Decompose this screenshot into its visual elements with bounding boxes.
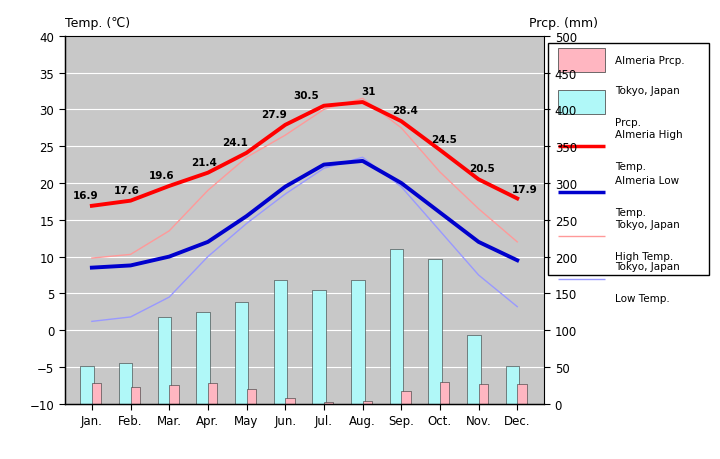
Bar xyxy=(324,403,333,404)
Bar xyxy=(119,363,132,404)
Bar xyxy=(351,280,364,404)
Bar xyxy=(247,389,256,404)
Bar xyxy=(169,386,179,404)
Text: 28.4: 28.4 xyxy=(392,106,418,116)
Bar xyxy=(363,401,372,404)
Bar xyxy=(558,49,605,73)
Text: 16.9: 16.9 xyxy=(73,190,99,201)
Text: Tokyo, Japan: Tokyo, Japan xyxy=(615,219,680,230)
Bar xyxy=(80,366,94,404)
Bar xyxy=(440,383,449,404)
Text: 31: 31 xyxy=(361,87,376,97)
Text: Almeria Prcp.: Almeria Prcp. xyxy=(615,56,685,66)
Text: Almeria Low: Almeria Low xyxy=(615,175,679,185)
Bar xyxy=(208,383,217,404)
Text: 17.9: 17.9 xyxy=(512,185,538,195)
Text: Tokyo, Japan: Tokyo, Japan xyxy=(615,85,680,95)
Bar xyxy=(390,250,403,404)
Text: 21.4: 21.4 xyxy=(191,157,217,168)
Bar xyxy=(235,302,248,404)
Bar xyxy=(285,398,294,404)
Bar xyxy=(312,291,326,404)
Bar xyxy=(130,387,140,404)
Text: 17.6: 17.6 xyxy=(114,185,140,196)
Text: Prcp.: Prcp. xyxy=(615,118,641,128)
Bar xyxy=(558,91,605,115)
Text: 19.6: 19.6 xyxy=(148,171,174,181)
Bar xyxy=(548,44,709,275)
Text: 30.5: 30.5 xyxy=(294,90,320,101)
Text: High Temp.: High Temp. xyxy=(615,252,673,262)
Text: Temp.: Temp. xyxy=(615,162,646,172)
Text: 20.5: 20.5 xyxy=(469,164,495,174)
Bar xyxy=(197,312,210,404)
Text: Temp.: Temp. xyxy=(615,207,646,218)
Text: Prcp. (mm): Prcp. (mm) xyxy=(529,17,598,30)
Text: 24.1: 24.1 xyxy=(222,138,248,148)
Text: Tokyo, Japan: Tokyo, Japan xyxy=(615,262,680,272)
Bar xyxy=(92,383,102,404)
Bar xyxy=(158,317,171,404)
Bar xyxy=(428,259,442,404)
Text: Almeria High: Almeria High xyxy=(615,129,683,140)
Text: 27.9: 27.9 xyxy=(261,110,287,120)
Bar xyxy=(467,336,480,404)
Bar xyxy=(401,391,411,404)
Bar xyxy=(479,384,488,404)
Text: Low Temp.: Low Temp. xyxy=(615,294,670,304)
Bar xyxy=(518,384,527,404)
Bar xyxy=(505,366,519,404)
Bar xyxy=(274,280,287,404)
Text: Temp. (℃): Temp. (℃) xyxy=(65,17,130,30)
Text: 24.5: 24.5 xyxy=(431,134,456,145)
